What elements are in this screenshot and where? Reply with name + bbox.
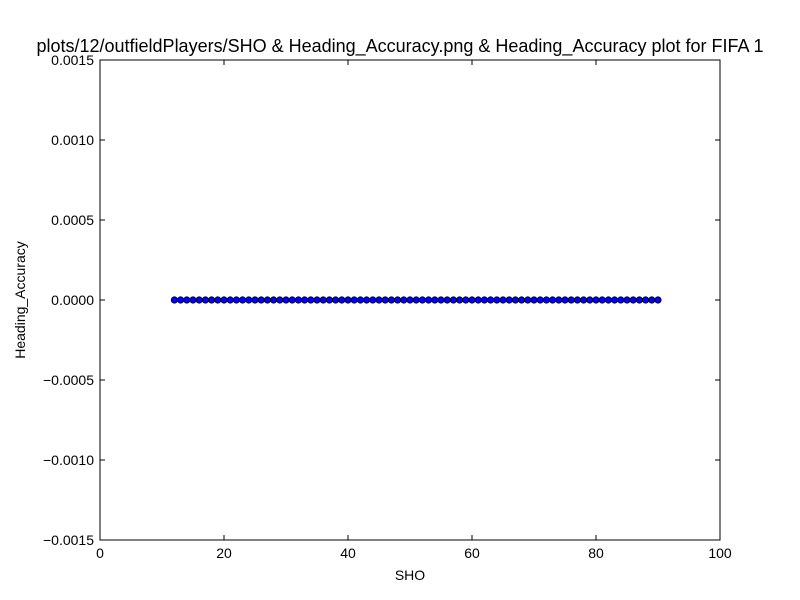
data-point <box>356 296 364 304</box>
data-point <box>424 296 433 304</box>
data-point <box>282 296 290 304</box>
data-point <box>542 296 551 304</box>
data-point <box>381 296 389 304</box>
data-point <box>263 296 271 304</box>
x-tick-label: 0 <box>96 545 104 561</box>
data-point <box>555 296 563 304</box>
data-point <box>239 296 247 304</box>
data-point <box>362 296 371 304</box>
data-point <box>418 296 426 304</box>
data-point <box>400 296 408 304</box>
y-axis-label: Heading_Accuracy <box>12 241 28 359</box>
data-point <box>431 296 439 304</box>
data-point <box>573 296 582 304</box>
data-point <box>269 296 278 304</box>
data-point <box>245 296 253 304</box>
data-point <box>499 296 507 304</box>
data-point <box>617 296 625 304</box>
data-point <box>641 296 650 304</box>
x-tick-label: 60 <box>464 545 480 561</box>
data-point <box>511 296 520 304</box>
data-point <box>220 296 228 304</box>
data-point <box>524 296 532 304</box>
x-axis-label: SHO <box>395 567 425 583</box>
x-tick-label: 40 <box>340 545 356 561</box>
ticks-layer: 0 20 40 60 80 100 0.0015 0.0010 0.0005 0.0000 −0.0… <box>43 52 732 561</box>
data-point <box>375 296 383 304</box>
data-point <box>548 296 557 304</box>
data-point <box>455 296 464 304</box>
x-tick-label: 20 <box>216 545 232 561</box>
data-point <box>449 296 457 304</box>
data-point <box>325 296 333 304</box>
data-point <box>474 296 482 304</box>
data-point <box>505 296 513 304</box>
data-point <box>610 296 619 304</box>
data-point <box>567 296 575 304</box>
data-point <box>189 296 197 304</box>
chart-title: plots/12/outfieldPlayers/SHO & Heading_A… <box>36 36 763 57</box>
data-point <box>561 296 569 304</box>
data-point <box>369 296 377 304</box>
data-point <box>195 296 203 304</box>
y-tick-label: −0.0005 <box>43 372 94 388</box>
data-point <box>517 296 526 304</box>
y-tick-label: 0.0000 <box>51 292 94 308</box>
y-tick-label: 0.0015 <box>51 52 94 68</box>
data-point <box>536 296 544 304</box>
data-point <box>604 296 613 304</box>
data-point <box>406 296 414 304</box>
data-point <box>443 296 451 304</box>
data-point <box>412 296 420 304</box>
data-point <box>635 296 644 304</box>
data-point <box>493 296 501 304</box>
y-tick-label: −0.0015 <box>43 532 94 548</box>
data-point <box>232 296 240 304</box>
data-point <box>170 296 178 304</box>
data-point <box>177 296 185 304</box>
data-point <box>276 296 284 304</box>
data-point <box>592 296 600 304</box>
plot-frame <box>99 59 721 541</box>
data-point <box>393 296 402 304</box>
data-point <box>294 296 302 304</box>
data-point <box>214 296 222 304</box>
data-point <box>468 296 476 304</box>
data-point <box>331 296 340 304</box>
data-point <box>437 296 445 304</box>
data-point <box>480 296 488 304</box>
data-point <box>579 296 588 304</box>
y-tick-label: −0.0010 <box>43 452 94 468</box>
data-point <box>344 296 352 304</box>
data-point <box>226 296 234 304</box>
data-point <box>338 296 346 304</box>
data-point <box>183 296 191 304</box>
data-point <box>201 296 209 304</box>
data-point <box>462 296 470 304</box>
data-point <box>319 296 327 304</box>
data-point <box>288 296 296 304</box>
data-point <box>586 296 594 304</box>
data-point <box>387 296 395 304</box>
data-point <box>300 296 309 304</box>
y-tick-label: 0.0010 <box>51 132 94 148</box>
data-point <box>623 296 631 304</box>
data-point <box>307 296 315 304</box>
data-point <box>530 296 538 304</box>
data-point <box>350 296 358 304</box>
y-tick-label: 0.0005 <box>51 212 94 228</box>
points-layer <box>170 296 662 304</box>
data-point <box>629 296 637 304</box>
data-point <box>251 296 259 304</box>
data-point <box>257 296 265 304</box>
data-point <box>208 296 216 304</box>
data-point <box>648 296 656 304</box>
x-tick-label: 80 <box>588 545 604 561</box>
data-point <box>313 296 321 304</box>
data-point <box>654 296 662 304</box>
data-point <box>598 296 606 304</box>
data-point <box>486 296 495 304</box>
x-tick-label: 100 <box>708 545 732 561</box>
